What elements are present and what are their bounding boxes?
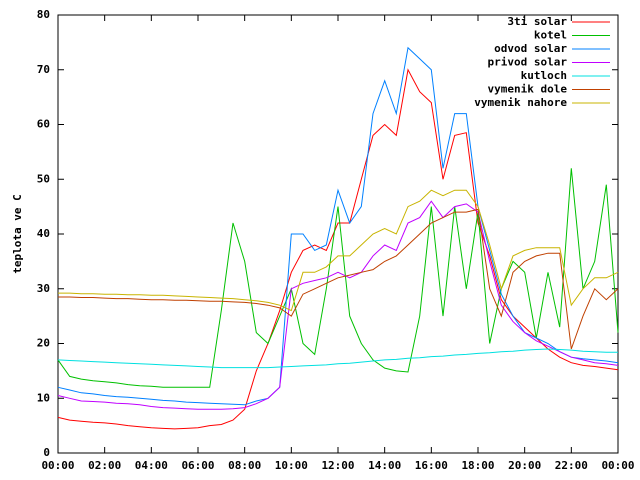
y-tick-label: 70	[37, 63, 50, 76]
x-tick-label: 10:00	[275, 459, 308, 472]
x-tick-label: 16:00	[415, 459, 448, 472]
y-tick-label: 80	[37, 8, 50, 21]
x-tick-label: 00:00	[601, 459, 634, 472]
x-tick-label: 02:00	[88, 459, 121, 472]
y-tick-label: 50	[37, 172, 50, 185]
y-tick-label: 10	[37, 391, 50, 404]
series-line	[58, 208, 619, 350]
legend-label: privod solar	[488, 56, 568, 69]
y-tick-label: 20	[37, 337, 50, 350]
legend-label: kutloch	[521, 69, 567, 82]
series-line	[57, 200, 619, 410]
x-tick-label: 18:00	[461, 459, 494, 472]
y-axis-label: teplota ve C	[11, 194, 24, 273]
y-tick-label: 0	[43, 446, 50, 459]
legend-label: vymenik nahore	[474, 96, 567, 109]
x-tick-label: 22:00	[555, 459, 588, 472]
x-tick-label: 12:00	[321, 459, 354, 472]
x-tick-label: 14:00	[368, 459, 401, 472]
legend-label: 3ti solar	[507, 15, 567, 28]
series-line	[58, 189, 619, 312]
legend-label: kotel	[534, 29, 567, 42]
y-tick-label: 30	[37, 282, 50, 295]
x-tick-label: 20:00	[508, 459, 541, 472]
x-tick-label: 04:00	[135, 459, 168, 472]
legend-label: vymenik dole	[488, 83, 568, 96]
series-line	[57, 68, 619, 430]
y-tick-label: 60	[37, 118, 50, 131]
legend-label: odvod solar	[494, 42, 567, 55]
x-tick-label: 06:00	[181, 459, 214, 472]
series-line	[57, 168, 619, 388]
series-line	[57, 348, 618, 369]
y-tick-label: 40	[37, 227, 50, 240]
x-tick-label: 00:00	[41, 459, 74, 472]
x-tick-label: 08:00	[228, 459, 261, 472]
